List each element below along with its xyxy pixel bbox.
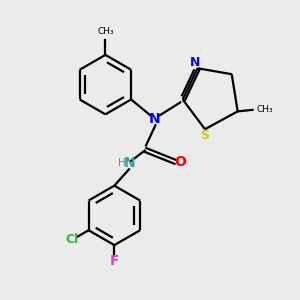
Text: CH₃: CH₃ — [97, 28, 114, 37]
Text: F: F — [110, 254, 119, 268]
Text: Cl: Cl — [66, 233, 79, 246]
Text: H: H — [118, 158, 126, 168]
Text: N: N — [189, 56, 200, 69]
Text: CH₃: CH₃ — [257, 105, 274, 114]
Text: O: O — [174, 155, 186, 169]
Text: S: S — [200, 129, 209, 142]
Text: N: N — [124, 156, 136, 170]
Text: N: N — [148, 112, 160, 126]
